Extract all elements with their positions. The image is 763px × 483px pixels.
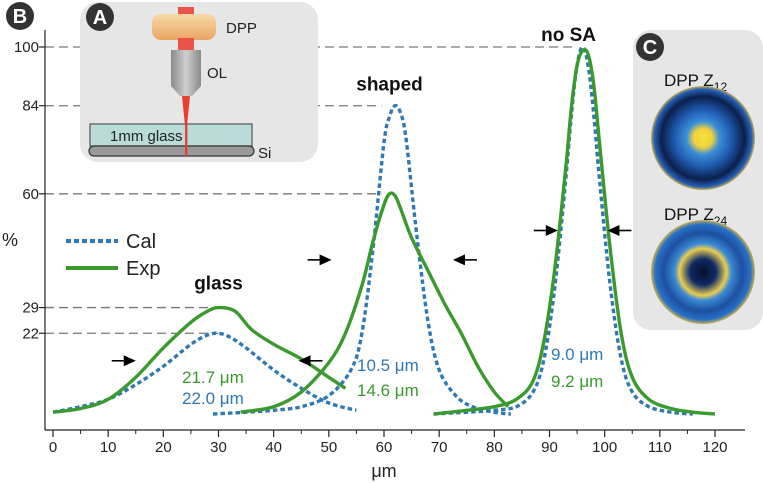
fwhm-arrow-1-left-head xyxy=(319,254,332,266)
x-tick-label-12: 120 xyxy=(702,439,727,456)
y-axis-title: % xyxy=(2,230,18,250)
series-no-SA-cal xyxy=(433,45,694,416)
silicon-substrate xyxy=(88,145,255,157)
panel-c-letter: C xyxy=(643,37,657,59)
fwhm-label-2-cal: 9.0 μm xyxy=(551,345,603,364)
dpp-element xyxy=(152,14,216,40)
fwhm-arrows xyxy=(111,225,632,367)
series-shaped-cal xyxy=(212,103,512,416)
y-tick-label-2: 60 xyxy=(22,186,39,203)
x-tick-label-6: 60 xyxy=(376,439,393,456)
fwhm-label-2-exp: 9.2 μm xyxy=(551,372,603,391)
beam-mid xyxy=(178,38,194,50)
x-tick-label-7: 70 xyxy=(431,439,448,456)
fwhm-arrow-2-right-head xyxy=(607,225,620,236)
dpp-label: DPP xyxy=(226,20,257,37)
ol-label: OL xyxy=(207,65,227,82)
x-tick-label-5: 50 xyxy=(320,439,337,456)
x-tick-label-1: 10 xyxy=(100,439,117,456)
peak-label-2: no SA xyxy=(541,25,596,46)
fwhm-arrow-0-right-head xyxy=(298,355,311,367)
dpp-z24-pattern xyxy=(651,220,755,324)
axes: 0 10 20 30 40 50 60 70 80 90 100 110 120 μm% 100 84 60 29… xyxy=(2,30,745,481)
x-tick-label-0: 0 xyxy=(49,439,57,456)
x-tick-label-8: 80 xyxy=(486,439,503,456)
legend-cal-label: Cal xyxy=(126,231,156,253)
inset-c: C DPP Z12 DPP Z24 xyxy=(633,30,763,330)
fwhm-label-1-cal: 10.5 μm xyxy=(357,356,419,375)
panel-b-badge xyxy=(6,2,34,30)
series-no-SA-exp xyxy=(433,47,716,416)
x-tick-label-10: 100 xyxy=(592,439,617,456)
fwhm-arrow-1-right-head xyxy=(452,254,465,266)
objective-lens xyxy=(171,50,201,96)
fwhm-arrow-0-left-head xyxy=(123,355,136,367)
panel-a-badge xyxy=(86,3,114,31)
curves xyxy=(52,45,716,416)
x-tick-label-2: 20 xyxy=(155,439,172,456)
series-glass-exp xyxy=(52,305,347,414)
panel-a-letter: A xyxy=(93,7,107,29)
y-tick-label-1: 84 xyxy=(22,98,39,115)
fwhm-label-0-exp: 21.7 μm xyxy=(182,368,244,387)
inset-a: DPP OL 1mm glass Si A xyxy=(80,2,318,162)
fwhm-label-0-cal: 22.0 μm xyxy=(182,389,244,408)
legend-exp-label: Exp xyxy=(126,258,160,280)
panel-c-badge xyxy=(636,33,664,61)
peak-label-1: shaped xyxy=(356,75,423,96)
x-tick-label-9: 90 xyxy=(541,439,558,456)
fwhm-arrow-2-left-head xyxy=(545,225,558,236)
beam-focus xyxy=(182,96,190,126)
dpp-z12-pattern xyxy=(651,86,755,190)
si-label: Si xyxy=(258,145,271,162)
legend: Cal Exp xyxy=(66,231,160,280)
x-tick-label-3: 30 xyxy=(210,439,227,456)
x-tick-label-11: 110 xyxy=(648,439,672,456)
peak-label-0: glass xyxy=(194,274,243,295)
glass-label: 1mm glass xyxy=(110,128,183,145)
series-glass-cal xyxy=(52,331,357,414)
panel-b-letter: B xyxy=(13,6,27,28)
beam-top xyxy=(178,7,194,17)
fwhm-label-1-exp: 14.6 μm xyxy=(357,381,419,400)
x-tick-label-4: 40 xyxy=(265,439,282,456)
series-shaped-exp xyxy=(240,191,510,414)
x-axis-title: μm xyxy=(371,461,396,481)
annotations: glass shaped no SA 21.7 μm 22.0 μm 10.5 μm 14.… xyxy=(182,25,603,408)
y-tick-label-0: 100 xyxy=(14,39,39,56)
y-tick-label-4: 22 xyxy=(22,325,39,342)
y-tick-label-3: 29 xyxy=(22,300,39,317)
beam-in-glass xyxy=(185,124,188,156)
